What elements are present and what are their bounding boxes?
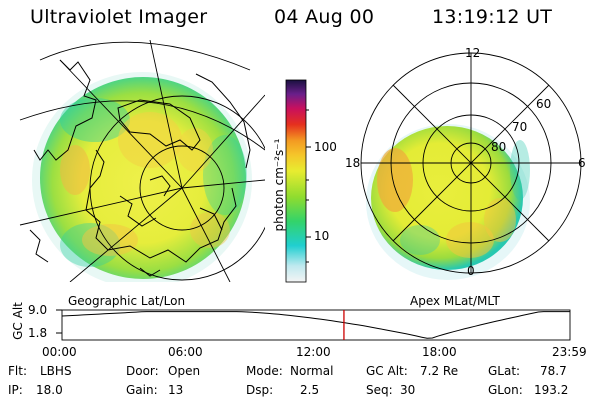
- seq-label: Seq:: [366, 383, 393, 397]
- time-label: 13:19:12 UT: [432, 6, 553, 28]
- orbit-ytick-1-8: 1.8: [28, 326, 48, 340]
- mlt-label-18: 18: [345, 156, 361, 170]
- mode-label: Mode:: [246, 364, 283, 378]
- mlt-label-12: 12: [465, 46, 481, 60]
- glat-label: GLat:: [488, 364, 521, 378]
- date-label: 04 Aug 00: [274, 6, 375, 28]
- mlat-label-70: 70: [512, 120, 528, 134]
- orbit-plot: [56, 309, 571, 341]
- gcalt-value: 7.2 Re: [420, 364, 459, 378]
- right-panel-caption: Apex MLat/MLT: [410, 294, 500, 308]
- ip-label: IP:: [8, 383, 23, 397]
- gain-label: Gain:: [126, 383, 158, 397]
- dsp-label: Dsp:: [246, 383, 274, 397]
- orbit-xtick-2359: 23:59: [552, 345, 587, 359]
- orbit-xtick-0000: 00:00: [42, 345, 77, 359]
- orbit-altitude-curve: [61, 311, 570, 339]
- glon-label: GLon:: [488, 383, 523, 397]
- app-title: Ultraviolet Imager: [30, 6, 208, 28]
- orbit-xtick-0600: 06:00: [168, 345, 203, 359]
- mlt-label-0: 0: [467, 264, 475, 278]
- gcalt-label: GC Alt:: [366, 364, 408, 378]
- left-panel-caption: Geographic Lat/Lon: [68, 294, 186, 308]
- colorbar-tick-10: 10: [314, 229, 330, 243]
- orbit-xtick-1800: 18:00: [422, 345, 457, 359]
- flt-label: Flt:: [8, 364, 27, 378]
- orbit-ylabel: GC Alt: [11, 302, 25, 340]
- colorbar-tick-100: 100: [314, 140, 337, 154]
- coastlines: [29, 59, 251, 277]
- polar-grid: [360, 52, 582, 274]
- orbit-xtick-1200: 12:00: [296, 345, 331, 359]
- geographic-image-panel: [19, 40, 265, 282]
- colorbar-unit-label: photon cm⁻²s⁻¹: [272, 138, 286, 232]
- polar-image-panel: [360, 52, 582, 280]
- colorbar: [285, 79, 311, 283]
- glon-value: 193.2: [534, 383, 569, 397]
- seq-value: 30: [400, 383, 416, 397]
- flt-value: LBHS: [40, 364, 72, 378]
- orbit-ytick-9: 9.0: [28, 303, 48, 317]
- glat-value: 78.7: [540, 364, 567, 378]
- mlt-label-6: 6: [578, 156, 586, 170]
- mlat-label-80: 80: [491, 140, 507, 154]
- mlat-label-60: 60: [536, 97, 552, 111]
- dsp-value: 2.5: [300, 383, 320, 397]
- auroral-image-left: [32, 72, 252, 282]
- gain-value: 13: [168, 383, 184, 397]
- door-label: Door:: [126, 364, 159, 378]
- mode-value: Normal: [290, 364, 334, 378]
- ip-value: 18.0: [36, 383, 63, 397]
- door-value: Open: [168, 364, 201, 378]
